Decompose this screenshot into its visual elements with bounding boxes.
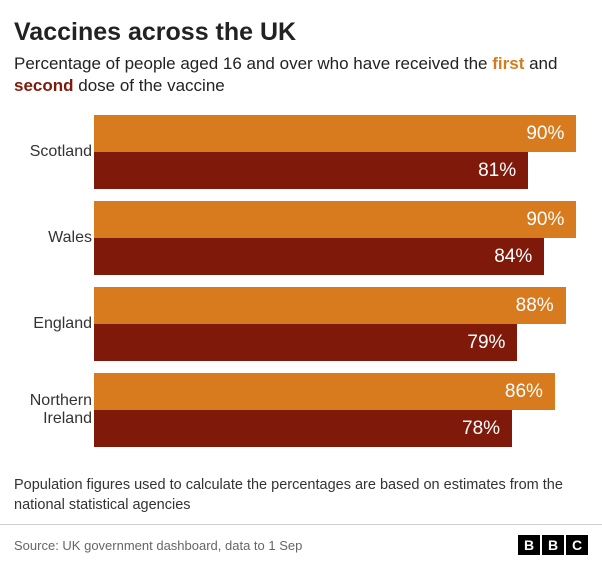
- footer: Source: UK government dashboard, data to…: [0, 524, 602, 565]
- first-dose-bar: 88%: [94, 287, 566, 324]
- first-dose-bar: 86%: [94, 373, 555, 410]
- first-dose-bar: 90%: [94, 115, 576, 152]
- row-label: Northern Ireland: [14, 392, 94, 429]
- subtitle-text-post: dose of the vaccine: [74, 76, 225, 95]
- chart-row: England88%79%: [14, 287, 588, 361]
- logo-letter: B: [542, 535, 564, 555]
- bar-wrap: 88%: [94, 287, 588, 324]
- bar-wrap: 84%: [94, 238, 588, 275]
- second-dose-bar: 78%: [94, 410, 512, 447]
- bbc-logo: BBC: [518, 535, 588, 555]
- row-bars: 86%78%: [94, 373, 588, 447]
- row-bars: 90%84%: [94, 201, 588, 275]
- logo-letter: C: [566, 535, 588, 555]
- logo-letter: B: [518, 535, 540, 555]
- row-label: England: [14, 315, 94, 333]
- row-label: Scotland: [14, 143, 94, 161]
- chart-row: Wales90%84%: [14, 201, 588, 275]
- chart-footnote: Population figures used to calculate the…: [14, 465, 588, 515]
- bar-wrap: 90%: [94, 201, 588, 238]
- second-dose-bar: 79%: [94, 324, 517, 361]
- second-dose-bar: 81%: [94, 152, 528, 189]
- row-bars: 88%79%: [94, 287, 588, 361]
- vaccine-bar-chart: Scotland90%81%Wales90%84%England88%79%No…: [14, 115, 588, 447]
- bar-wrap: 81%: [94, 152, 588, 189]
- bar-wrap: 86%: [94, 373, 588, 410]
- subtitle-first-dose: first: [492, 54, 524, 73]
- bar-wrap: 78%: [94, 410, 588, 447]
- bar-wrap: 79%: [94, 324, 588, 361]
- row-bars: 90%81%: [94, 115, 588, 189]
- first-dose-bar: 90%: [94, 201, 576, 238]
- chart-row: Northern Ireland86%78%: [14, 373, 588, 447]
- row-label: Wales: [14, 229, 94, 247]
- chart-row: Scotland90%81%: [14, 115, 588, 189]
- subtitle-text-mid: and: [524, 54, 557, 73]
- chart-subtitle: Percentage of people aged 16 and over wh…: [14, 53, 588, 97]
- subtitle-second-dose: second: [14, 76, 74, 95]
- source-text: Source: UK government dashboard, data to…: [14, 538, 302, 553]
- second-dose-bar: 84%: [94, 238, 544, 275]
- bar-wrap: 90%: [94, 115, 588, 152]
- subtitle-text-pre: Percentage of people aged 16 and over wh…: [14, 54, 492, 73]
- chart-title: Vaccines across the UK: [14, 18, 588, 47]
